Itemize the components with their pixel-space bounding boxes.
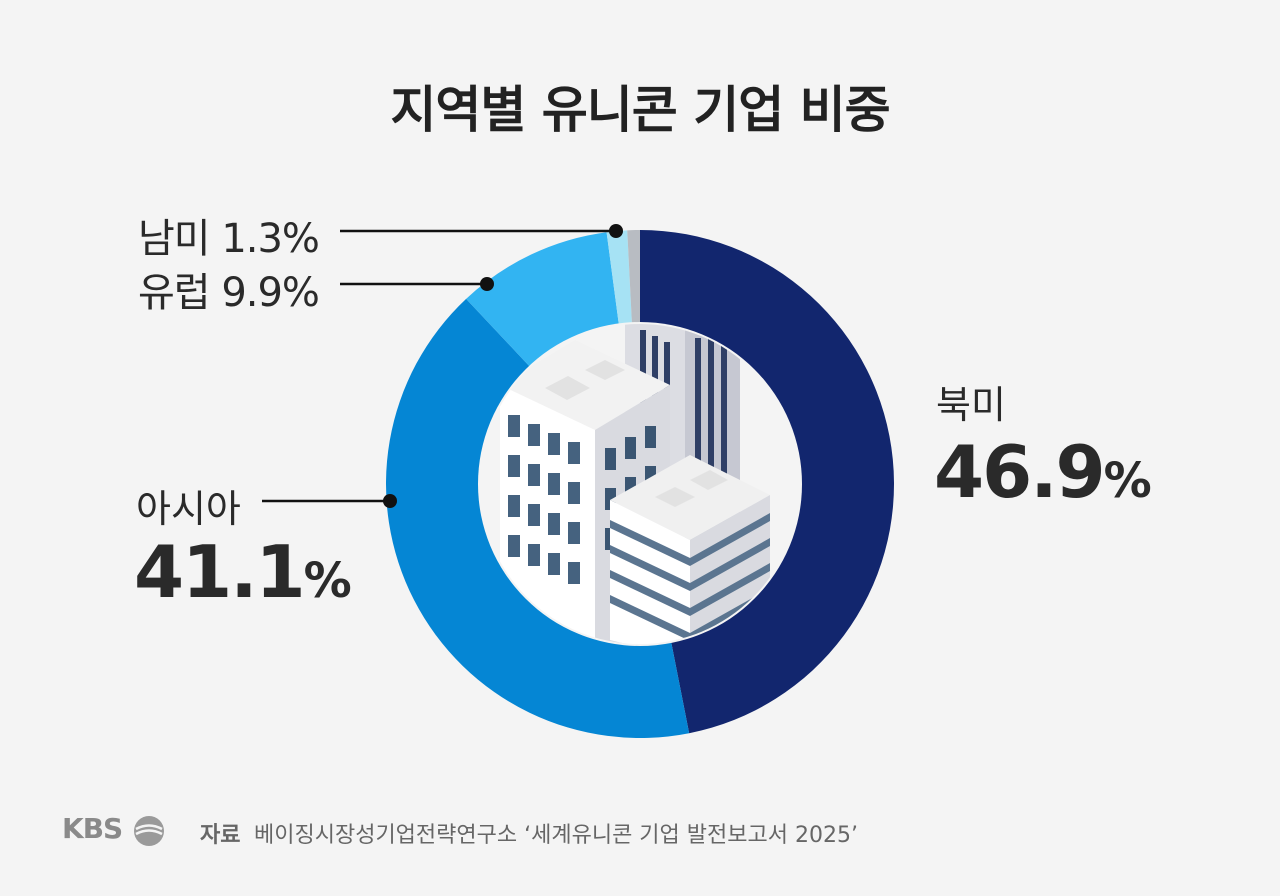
- buildings-illustration: [478, 322, 802, 646]
- source-label: 자료: [200, 823, 241, 848]
- label-south-america: 남미 1.3%: [138, 216, 320, 262]
- label-europe: 유럽 9.9%: [138, 270, 320, 316]
- label-asia-value: 41.1%: [134, 530, 352, 614]
- slice-0: [640, 230, 894, 734]
- slice-1: [385, 298, 690, 738]
- kbs-logo: KBS: [62, 812, 123, 845]
- chart-title: 지역별 유니콘 기업 비중: [390, 81, 890, 139]
- north-america-unit: %: [1103, 453, 1152, 509]
- footer: KBS 자료 베이징시장성기업전략연구소 ‘세계유니콘 기업 발전보고서 202…: [62, 812, 1062, 852]
- slice-3: [606, 230, 632, 326]
- leader-dot-south-america: [609, 224, 623, 238]
- leader-lines: [262, 224, 623, 508]
- kbs-emblem-icon: [134, 816, 164, 846]
- asia-unit: %: [303, 553, 352, 609]
- label-north-america-name: 북미: [936, 383, 1006, 427]
- source-text: 베이징시장성기업전략연구소 ‘세계유니콘 기업 발전보고서 2025’: [254, 823, 858, 848]
- leader-dot-europe: [480, 277, 494, 291]
- asia-value: 41.1: [134, 530, 306, 614]
- slice-remainder: [627, 230, 640, 325]
- label-asia-name: 아시아: [136, 487, 241, 531]
- label-north-america-value: 46.9%: [934, 430, 1152, 514]
- leader-dot-asia: [383, 494, 397, 508]
- north-america-value: 46.9: [934, 430, 1106, 514]
